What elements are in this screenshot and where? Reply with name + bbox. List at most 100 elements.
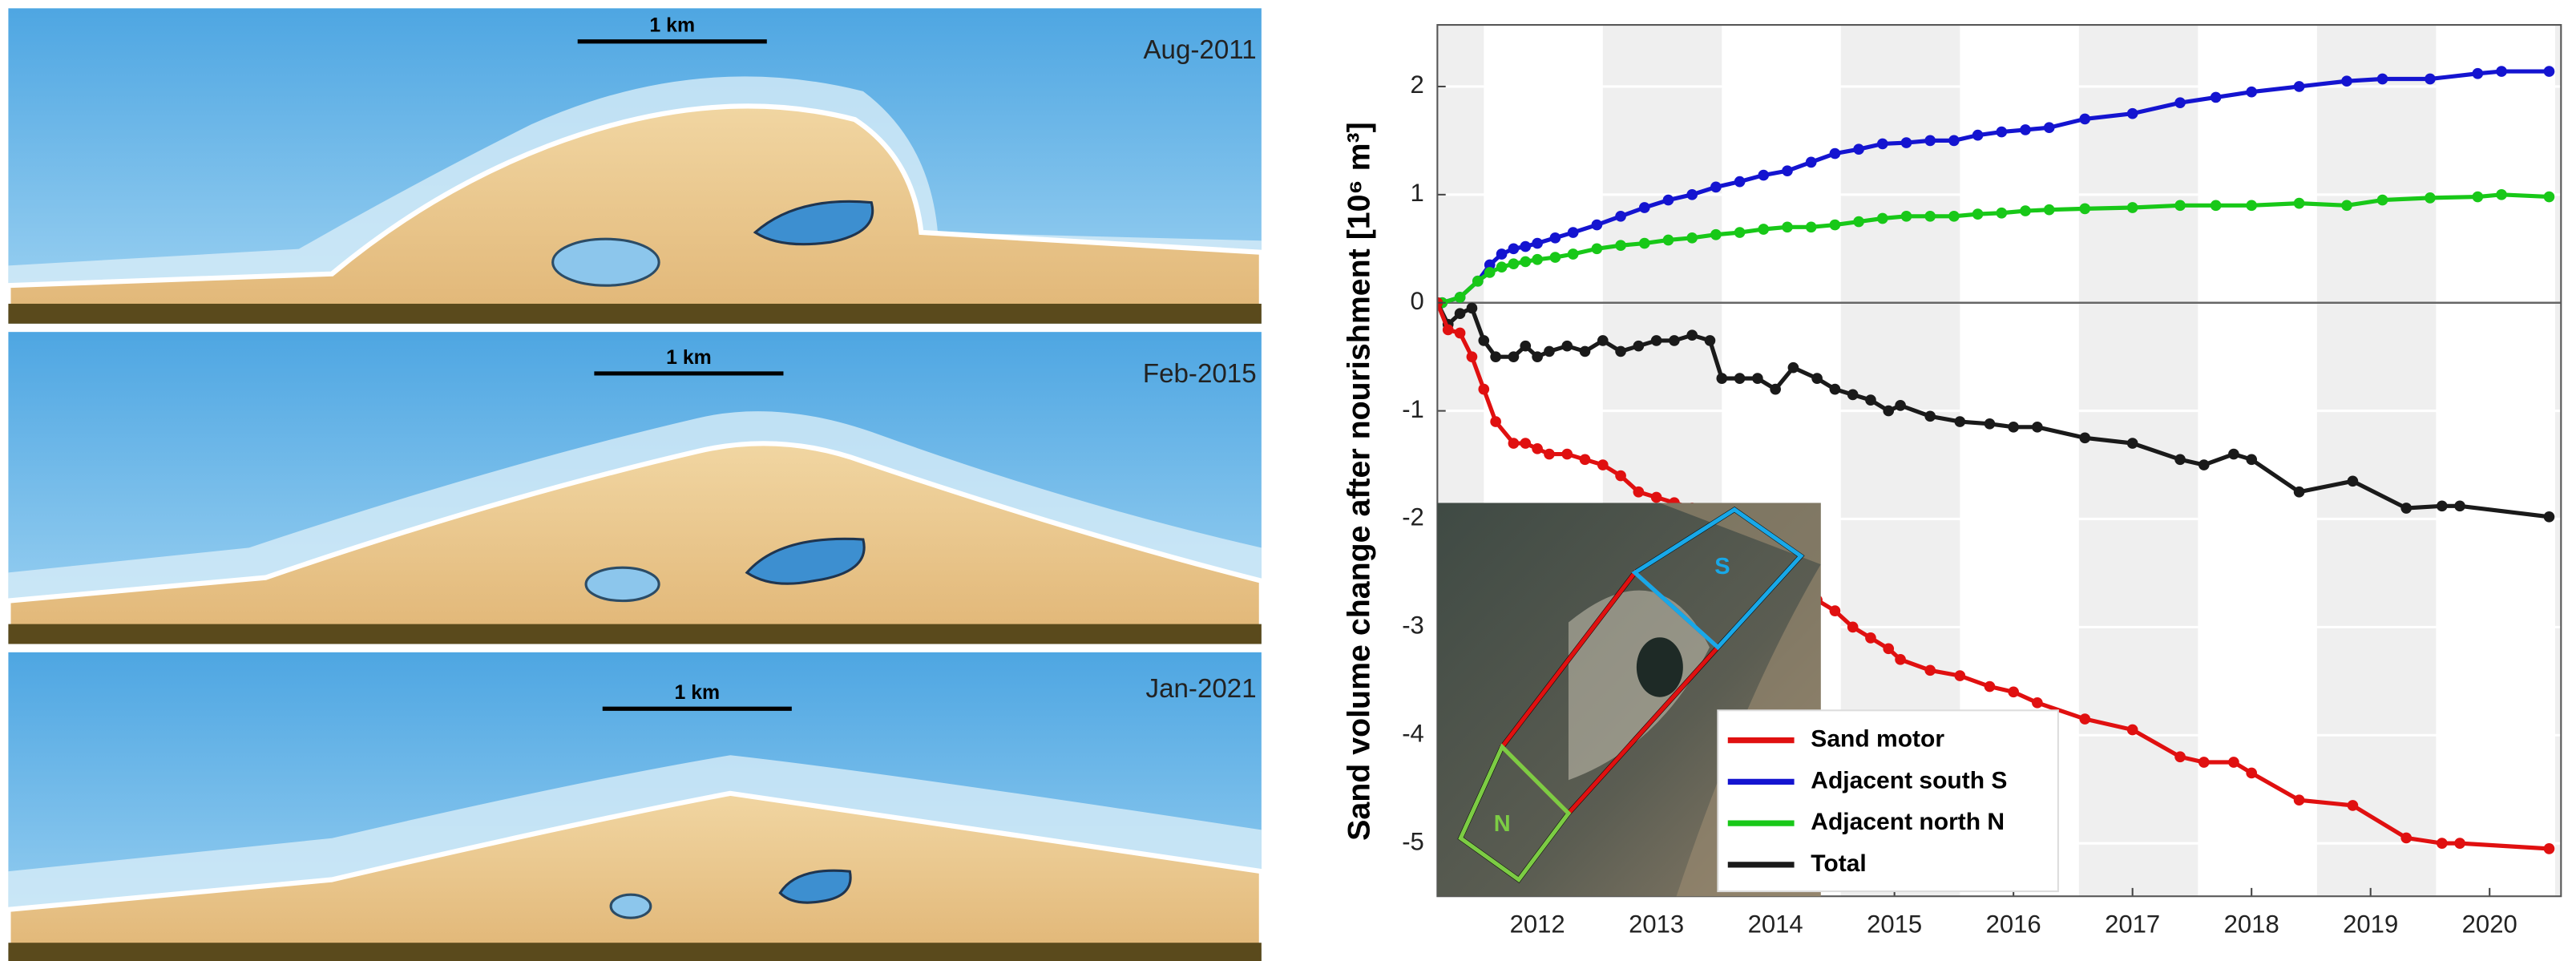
data-point bbox=[2079, 432, 2091, 444]
data-point bbox=[1829, 219, 1841, 231]
data-point bbox=[2454, 500, 2465, 512]
data-point bbox=[1544, 345, 1555, 357]
legend: Sand motor Adjacent south S Adjacent north… bbox=[1717, 709, 2059, 893]
data-point bbox=[1865, 632, 1876, 644]
data-point bbox=[1686, 232, 1698, 244]
data-point bbox=[1597, 459, 1609, 470]
data-point bbox=[2228, 757, 2239, 768]
data-point bbox=[2454, 838, 2465, 849]
data-point bbox=[1734, 176, 1746, 188]
data-point bbox=[1782, 165, 1793, 176]
x-tick-label: 2013 bbox=[1629, 911, 1684, 939]
background-band bbox=[2316, 25, 2437, 897]
scale-label: 1 km bbox=[674, 682, 720, 704]
data-point bbox=[1544, 448, 1555, 460]
data-point bbox=[1996, 126, 2008, 138]
data-point bbox=[1561, 448, 1573, 460]
data-point bbox=[2246, 454, 2258, 466]
data-point bbox=[1650, 335, 1662, 346]
data-point bbox=[2543, 66, 2555, 77]
data-point bbox=[2198, 757, 2210, 768]
y-tick-label: -4 bbox=[1402, 719, 1424, 747]
y-tick-label: 1 bbox=[1411, 179, 1424, 207]
data-point bbox=[2543, 191, 2555, 203]
data-point bbox=[1579, 345, 1591, 357]
data-point bbox=[1484, 267, 1496, 278]
data-point bbox=[2425, 192, 2436, 204]
map-panel: 1 km Aug-2011 bbox=[6, 8, 1264, 324]
data-point bbox=[1591, 219, 1603, 231]
data-point bbox=[2425, 73, 2436, 85]
legend-label: Total bbox=[1811, 850, 1866, 877]
data-point bbox=[1686, 329, 1698, 341]
data-point bbox=[1508, 438, 1520, 449]
data-point bbox=[1520, 340, 1532, 352]
data-point bbox=[1615, 240, 1626, 252]
data-point bbox=[1662, 194, 1674, 206]
data-point bbox=[1466, 302, 1478, 314]
data-point bbox=[2079, 113, 2091, 125]
data-point bbox=[1490, 416, 1501, 427]
x-tick-label: 2018 bbox=[2224, 911, 2279, 939]
data-point bbox=[1591, 243, 1603, 255]
data-point bbox=[1847, 621, 1859, 633]
y-tick-label: -1 bbox=[1402, 395, 1424, 423]
panel-label: Jan-2021 bbox=[1146, 674, 1257, 704]
data-point bbox=[1924, 410, 1936, 422]
region-label: S bbox=[1714, 554, 1730, 579]
x-tick-label: 2012 bbox=[1510, 911, 1565, 939]
data-point bbox=[2347, 475, 2359, 487]
data-point bbox=[2032, 697, 2043, 709]
x-tick-label: 2020 bbox=[2462, 911, 2517, 939]
data-point bbox=[2293, 794, 2305, 806]
data-point bbox=[1734, 227, 1746, 238]
legend-label: Adjacent south S bbox=[1811, 767, 2007, 793]
data-point bbox=[1478, 383, 1490, 395]
data-point bbox=[1895, 654, 1906, 665]
data-point bbox=[1805, 221, 1817, 233]
data-point bbox=[1496, 261, 1508, 273]
y-tick-label: -3 bbox=[1402, 612, 1424, 640]
x-tick-label: 2014 bbox=[1748, 911, 1803, 939]
scale-label: 1 km bbox=[649, 15, 695, 37]
data-point bbox=[1829, 383, 1841, 395]
data-point bbox=[1520, 240, 1532, 252]
data-point bbox=[1496, 248, 1508, 260]
data-point bbox=[1549, 232, 1561, 244]
data-point bbox=[2008, 422, 2019, 433]
data-point bbox=[1787, 361, 1799, 373]
data-point bbox=[1615, 210, 1626, 222]
data-point bbox=[1638, 237, 1650, 249]
data-point bbox=[1567, 227, 1579, 238]
data-point bbox=[1805, 156, 1817, 168]
x-tick-label: 2017 bbox=[2105, 911, 2160, 939]
data-point bbox=[1615, 345, 1626, 357]
panel-label: Aug-2011 bbox=[1143, 35, 1256, 65]
data-point bbox=[1734, 373, 1746, 384]
data-point bbox=[1972, 129, 1984, 141]
data-point bbox=[2210, 200, 2222, 212]
data-point bbox=[2228, 448, 2239, 460]
data-point bbox=[1876, 138, 1888, 150]
data-point bbox=[2400, 503, 2412, 514]
data-point bbox=[2174, 97, 2186, 109]
data-point bbox=[2496, 188, 2507, 200]
data-point bbox=[1520, 438, 1532, 449]
data-point bbox=[2347, 800, 2359, 811]
data-point bbox=[1442, 324, 1454, 336]
data-point bbox=[2543, 511, 2555, 523]
y-tick-label: -5 bbox=[1402, 827, 1424, 855]
data-point bbox=[1490, 351, 1501, 362]
data-point bbox=[1466, 351, 1478, 362]
data-point bbox=[1716, 373, 1728, 384]
map-panel: 1 km Jan-2021 bbox=[6, 652, 1264, 961]
data-point bbox=[2472, 191, 2484, 203]
data-point bbox=[2293, 486, 2305, 498]
data-point bbox=[1615, 470, 1626, 482]
data-point bbox=[2246, 200, 2258, 212]
data-point bbox=[1567, 248, 1579, 260]
data-point bbox=[1638, 202, 1650, 213]
data-point bbox=[1853, 143, 1864, 155]
data-point bbox=[1662, 234, 1674, 246]
